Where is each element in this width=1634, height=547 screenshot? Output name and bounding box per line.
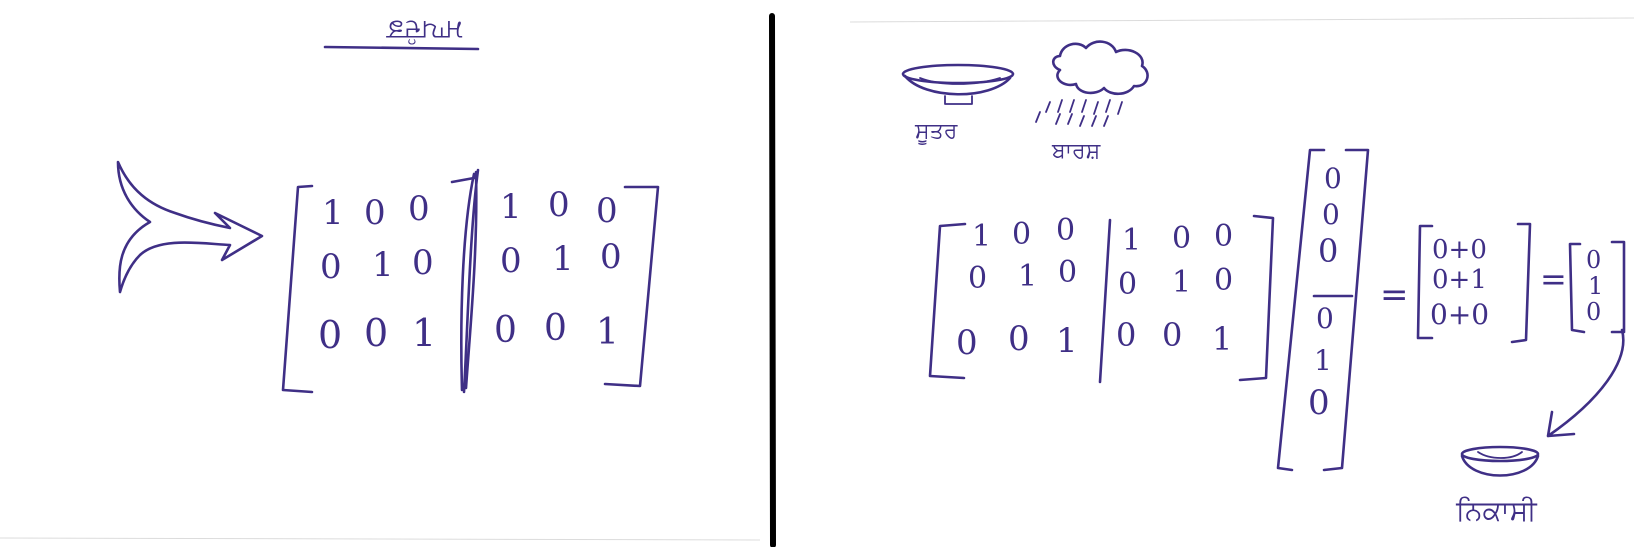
matrix-cell: 0	[364, 311, 388, 355]
result-vector-close-bracket	[1610, 240, 1626, 334]
right-panel: ਸੂਤਰ ਬਾਰਸ਼ 1 0 0 0 1 0 0 0 1 1 0 0 0 1	[901, 40, 1626, 527]
matrix-cell: 0	[548, 185, 570, 225]
vector-cell: 1	[1314, 344, 1332, 377]
label-rain: ਬਾਰਸ਼	[1051, 139, 1101, 164]
right-matrix-open-bracket	[928, 222, 967, 380]
column-vector-open-bracket	[1276, 148, 1326, 472]
matrix-cell: 0	[1058, 255, 1077, 290]
result-vector-open-bracket	[1568, 242, 1586, 334]
matrix-cell: 1	[372, 245, 394, 285]
matrix-cell: 0	[1012, 217, 1031, 252]
rain-cloud-icon	[1035, 40, 1149, 127]
matrix-cell: 1	[972, 219, 991, 254]
right-matrix-right-block: 1 0 0 0 1 0 0 0 1	[1116, 219, 1233, 358]
matrix-cell: 0	[364, 193, 386, 233]
matrix-cell: 0	[408, 189, 430, 229]
matrix-cell: 0	[1116, 316, 1136, 354]
vector-cell: 0	[1308, 383, 1330, 423]
matrix-cell: 1	[412, 311, 436, 355]
matrix-cell: 1	[1172, 265, 1191, 300]
matrix-cell: 0	[1214, 219, 1233, 254]
curved-arrow-icon	[116, 160, 264, 294]
vector-cell: 0+0	[1430, 298, 1489, 331]
vector-cell: 0	[1586, 298, 1601, 326]
matrix-cell: 0	[956, 323, 978, 363]
vector-cell: 0+1	[1432, 265, 1487, 295]
equals-sign: =	[1540, 260, 1567, 298]
sum-vector-open-bracket	[1416, 224, 1434, 340]
matrix-cell: 0	[318, 313, 342, 357]
left-matrix-close-bracket	[603, 185, 660, 388]
left-matrix-right-block: 1 0 0 0 1 0 0 0 1	[494, 185, 622, 353]
vector-cell: 0	[1318, 232, 1338, 270]
vector-cell: 0+0	[1432, 235, 1487, 265]
matrix-cell: 1	[552, 239, 574, 279]
matrix-cell: 0	[544, 308, 567, 349]
column-vector-entries: 0 0 0 0 1 0	[1308, 162, 1342, 423]
equals-sign: =	[1380, 275, 1409, 315]
vector-cell: 0	[1324, 162, 1342, 195]
matrix-cell: 1	[1056, 321, 1078, 361]
matrix-cell: 0	[1162, 316, 1182, 354]
matrix-cell: 1	[596, 312, 619, 353]
matrix-cell: 1	[1018, 259, 1037, 294]
matrix-cell: 0	[320, 247, 342, 287]
vector-cell: 0	[1316, 302, 1334, 335]
matrix-cell: 0	[412, 243, 434, 283]
left-matrix-divider	[460, 168, 480, 394]
matrix-cell: 0	[596, 191, 618, 231]
matrix-cell: 0	[1056, 213, 1075, 248]
matrix-cell: 0	[494, 310, 517, 351]
matrix-cell: 0	[968, 261, 987, 296]
left-panel: ਮਾਪਦੰਡ 1 0 0 0 1 0 0 0 1 1 0 0 0 1 0 0 0	[116, 15, 660, 394]
sum-vector-entries: 0+0 0+1 0+0	[1430, 235, 1489, 331]
vector-cell: 0	[1586, 246, 1601, 274]
matrix-cell: 0	[1172, 221, 1191, 256]
matrix-cell: 0	[600, 237, 622, 277]
column-vector-close-bracket	[1322, 148, 1370, 472]
matrix-cell: 0	[500, 241, 522, 281]
left-matrix-left-block: 1 0 0 0 1 0 0 0 1	[318, 189, 436, 357]
title-underline	[323, 45, 480, 51]
left-matrix-open-bracket	[281, 184, 314, 394]
right-matrix-left-block: 1 0 0 0 1 0 0 0 1	[956, 213, 1078, 363]
matrix-cell: 1	[1212, 320, 1232, 358]
matrix-cell: 1	[1122, 223, 1141, 258]
down-arrow-icon	[1546, 328, 1625, 438]
bowl-icon	[1460, 445, 1540, 477]
matrix-cell: 0	[1118, 267, 1137, 302]
label-source: ਸੂਤਰ	[914, 119, 958, 146]
vector-cell: 0	[1322, 198, 1340, 231]
right-matrix-divider	[1098, 218, 1112, 384]
matrix-cell: 0	[1214, 263, 1233, 298]
left-title: ਮਾਪਦੰਡ	[385, 15, 463, 45]
vector-cell: 1	[1588, 272, 1603, 300]
label-bowl: ਨਿਕਾਸੀ	[1455, 494, 1538, 527]
panel-divider	[769, 13, 776, 547]
matrix-cell: 0	[1008, 319, 1030, 359]
left-matrix-divider-top	[450, 176, 476, 184]
sum-vector-close-bracket	[1510, 222, 1532, 344]
result-vector-entries: 0 1 0	[1586, 246, 1603, 326]
matrix-cell: 1	[322, 193, 344, 233]
matrix-cell: 1	[500, 187, 522, 227]
source-dish-icon	[901, 63, 1015, 105]
right-matrix-close-bracket	[1238, 214, 1275, 382]
